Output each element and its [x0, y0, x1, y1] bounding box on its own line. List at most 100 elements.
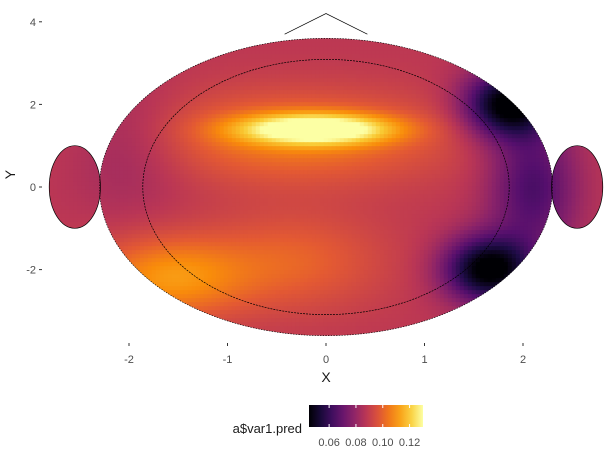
- heatmap-cell: [99, 130, 105, 135]
- heatmap-cell: [163, 154, 169, 159]
- heatmap-cell: [479, 38, 485, 39]
- heatmap-cell: [231, 46, 237, 51]
- heatmap-cell: [439, 174, 445, 179]
- heatmap-cell: [139, 38, 145, 39]
- heatmap-cell: [499, 70, 505, 75]
- heatmap-cell: [255, 78, 261, 83]
- heatmap-cell: [195, 38, 201, 39]
- heatmap-cell: [403, 166, 409, 171]
- heatmap-cell: [179, 126, 185, 131]
- heatmap-cell: [263, 126, 269, 131]
- heatmap-cell: [471, 150, 477, 155]
- heatmap-cell: [391, 62, 397, 67]
- heatmap-cell: [427, 122, 433, 127]
- heatmap-cell: [347, 98, 353, 103]
- heatmap-cell: [115, 122, 121, 127]
- heatmap-cell: [203, 118, 209, 123]
- heatmap-cell: [347, 186, 353, 191]
- heatmap-cell: [551, 66, 553, 71]
- heatmap-cell: [572, 102, 577, 107]
- heatmap-cell: [491, 66, 497, 71]
- heatmap-cell: [303, 130, 309, 135]
- heatmap-cell: [343, 90, 349, 95]
- heatmap-cell: [207, 194, 213, 199]
- heatmap-cell: [411, 170, 417, 175]
- heatmap-cell: [443, 170, 449, 175]
- heatmap-cell: [479, 114, 485, 119]
- heatmap-cell: [447, 174, 453, 179]
- heatmap-cell: [271, 46, 277, 51]
- heatmap-cell: [84, 142, 89, 147]
- heatmap-cell: [383, 146, 389, 151]
- heatmap-cell: [451, 74, 457, 79]
- heatmap-cell: [179, 118, 185, 123]
- heatmap-cell: [519, 122, 525, 127]
- heatmap-cell: [539, 190, 545, 195]
- heatmap-cell: [291, 66, 297, 71]
- heatmap-cell: [295, 114, 301, 119]
- heatmap-cell: [279, 182, 285, 187]
- heatmap-cell: [311, 134, 317, 139]
- heatmap-cell: [423, 98, 429, 103]
- heatmap-cell: [107, 38, 113, 43]
- heatmap-cell: [235, 114, 241, 119]
- heatmap-cell: [535, 46, 541, 51]
- heatmap-cell: [455, 94, 461, 99]
- heatmap-cell: [564, 142, 569, 147]
- heatmap-cell: [443, 126, 449, 131]
- heatmap-cell: [295, 150, 301, 155]
- heatmap-cell: [403, 94, 409, 99]
- heatmap-cell: [215, 86, 221, 91]
- heatmap-cell: [487, 122, 493, 127]
- heatmap-cell: [219, 134, 225, 139]
- heatmap-cell: [491, 78, 497, 83]
- heatmap-cell: [135, 70, 141, 75]
- heatmap-cell: [139, 162, 145, 167]
- heatmap-cell: [88, 114, 93, 119]
- heatmap-cell: [507, 54, 513, 59]
- heatmap-cell: [355, 166, 361, 171]
- heatmap-cell: [195, 154, 201, 159]
- heatmap-cell: [527, 182, 533, 187]
- heatmap-cell: [407, 126, 413, 131]
- heatmap-cell: [331, 38, 337, 39]
- heatmap-cell: [367, 178, 373, 183]
- heatmap-cell: [499, 182, 505, 187]
- heatmap-cell: [423, 82, 429, 87]
- heatmap-cell: [127, 166, 133, 171]
- heatmap-cell: [327, 154, 333, 159]
- heatmap-cell: [267, 186, 273, 191]
- heatmap-cell: [207, 146, 213, 151]
- heatmap-cell: [311, 150, 317, 155]
- heatmap-cell: [363, 54, 369, 59]
- heatmap-cell: [243, 150, 249, 155]
- heatmap-cell: [431, 82, 437, 87]
- heatmap-cell: [111, 142, 117, 147]
- heatmap-cell: [143, 50, 149, 55]
- heatmap-cell: [275, 190, 281, 195]
- heatmap-cell: [295, 82, 301, 87]
- heatmap-cell: [371, 118, 377, 123]
- heatmap-cell: [379, 166, 385, 171]
- heatmap-cell: [419, 186, 425, 191]
- heatmap-cell: [483, 62, 489, 67]
- heatmap-cell: [543, 150, 549, 155]
- heatmap-cell: [231, 62, 237, 67]
- heatmap-cell: [235, 54, 241, 59]
- heatmap-cell: [507, 62, 513, 67]
- heatmap-cell: [80, 98, 85, 103]
- heatmap-cell: [315, 142, 321, 147]
- heatmap-cell: [560, 62, 565, 67]
- heatmap-cell: [479, 154, 485, 159]
- heatmap-cell: [131, 54, 137, 59]
- heatmap-cell: [187, 62, 193, 67]
- heatmap-cell: [427, 42, 433, 47]
- heatmap-cell: [547, 170, 553, 175]
- heatmap-cell: [487, 170, 493, 175]
- heatmap-cell: [560, 134, 565, 139]
- heatmap-cell: [203, 182, 209, 187]
- heatmap-cell: [187, 74, 193, 79]
- heatmap-cell: [299, 146, 305, 151]
- heatmap-cell: [351, 166, 357, 171]
- heatmap-cell: [439, 114, 445, 119]
